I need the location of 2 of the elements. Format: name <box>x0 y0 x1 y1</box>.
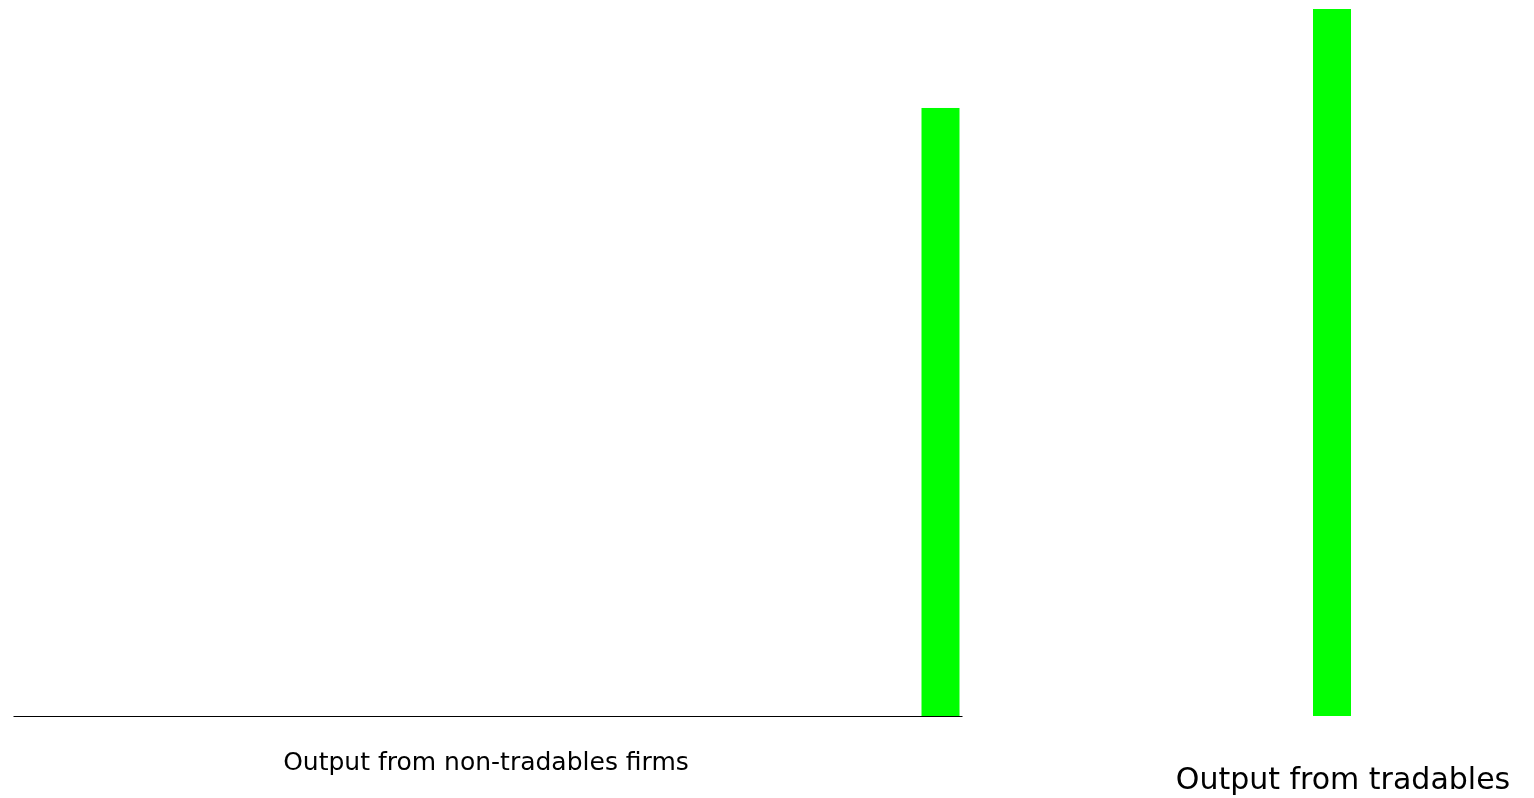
text: Output from non-tradables firms <box>283 747 689 776</box>
text: Output from tradables <box>1175 761 1511 796</box>
